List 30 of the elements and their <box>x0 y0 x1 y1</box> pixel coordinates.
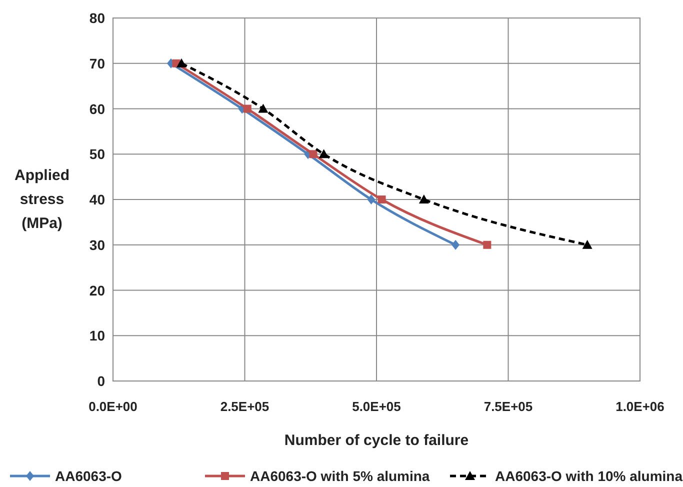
x-tick-label: 5.0E+05 <box>352 399 401 414</box>
point <box>483 240 492 249</box>
x-tick-label: 2.5E+05 <box>220 399 270 414</box>
point <box>243 104 252 113</box>
y-tick-label: 20 <box>89 282 106 298</box>
x-tick-label: 0.0E+00 <box>88 399 138 414</box>
y-tick-label: 60 <box>89 100 106 117</box>
point <box>176 58 187 68</box>
point <box>378 196 386 204</box>
y-axis-title: Applied stress (MPa) <box>14 167 70 232</box>
point <box>367 194 376 204</box>
y-tick-label: 30 <box>89 236 106 253</box>
legend-label: AA6063-O with 5% alumina <box>250 468 430 484</box>
y-tick-label: 80 <box>89 10 106 26</box>
x-axis-title: Number of cycle to failure <box>284 432 469 449</box>
y-tick-label: 10 <box>89 328 106 344</box>
y-tick-label: 50 <box>89 146 106 162</box>
point <box>452 240 460 250</box>
point <box>418 194 429 204</box>
legend-label: AA6063-O <box>55 468 122 484</box>
y-tick-label: 40 <box>89 192 106 208</box>
point <box>318 149 329 158</box>
point <box>582 240 592 249</box>
x-tick-label: 7.5E+05 <box>484 399 533 414</box>
legend-label: AA6063-O with 10% alumina <box>495 468 683 484</box>
point <box>258 104 268 113</box>
y-tick-label: 0 <box>97 373 106 389</box>
x-tick-label: 1.0E+06 <box>616 399 664 414</box>
y-tick-label: 70 <box>89 55 106 72</box>
point <box>309 150 318 158</box>
